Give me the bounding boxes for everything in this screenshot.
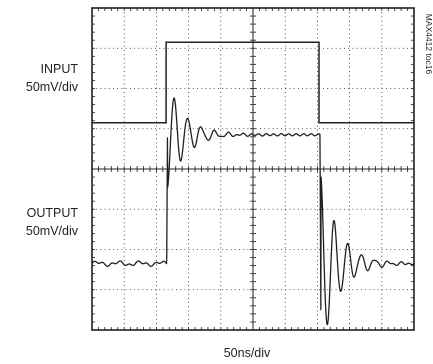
chart-traces: [91, 41, 415, 326]
input-trace: [92, 41, 414, 124]
figure-code: MAX4412 toc16: [424, 14, 433, 75]
time-scale-label: 50ns/div: [224, 346, 271, 360]
input-channel-label: INPUT: [41, 62, 79, 76]
output-channel-label: OUTPUT: [27, 206, 79, 220]
output-scale-label: 50mV/div: [26, 224, 79, 238]
output-trace: [91, 97, 415, 326]
input-scale-label: 50mV/div: [26, 80, 79, 94]
plot-frame: [91, 7, 415, 331]
chart-grid: [91, 7, 415, 331]
